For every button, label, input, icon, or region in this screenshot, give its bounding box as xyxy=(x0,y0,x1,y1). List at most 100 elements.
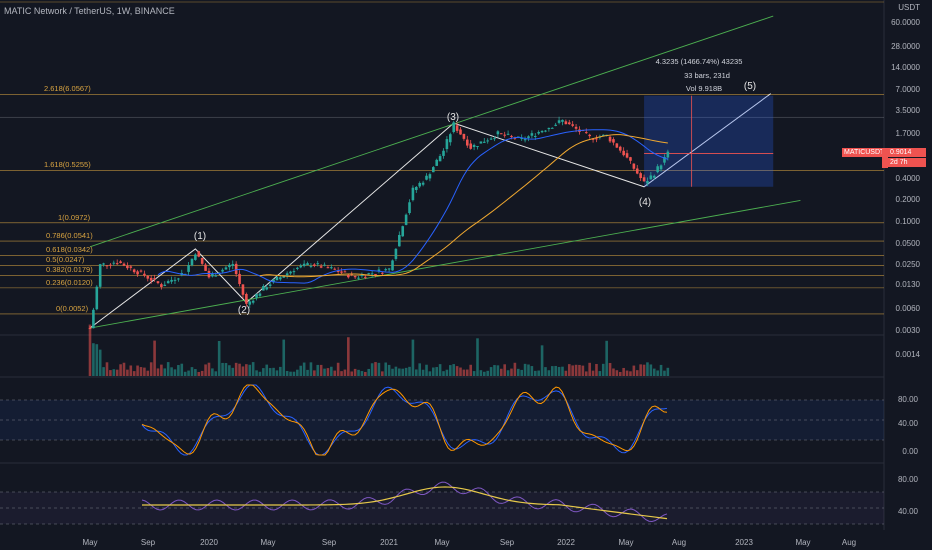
candle-body xyxy=(336,270,340,273)
candle-body xyxy=(132,269,136,273)
candle-body xyxy=(364,276,367,278)
price-axis-label: 0.0500 xyxy=(895,238,920,248)
stoch-d-line xyxy=(141,384,668,456)
candle-body xyxy=(163,284,167,287)
volume-bar xyxy=(309,362,313,376)
candle-body xyxy=(272,279,275,283)
volume-bar xyxy=(418,363,422,376)
candle-body xyxy=(384,269,388,271)
candle-body xyxy=(622,150,625,156)
candle-body xyxy=(632,163,636,169)
volume-bar xyxy=(200,370,204,376)
candle-body xyxy=(374,273,377,275)
volume-bar xyxy=(177,365,180,376)
volume-bar xyxy=(642,364,646,376)
candle-body xyxy=(493,138,496,140)
candle-body xyxy=(173,279,177,281)
volume-bar xyxy=(486,370,489,376)
volume-bar xyxy=(95,344,99,376)
volume-bar xyxy=(449,365,452,376)
candle-body xyxy=(421,182,425,185)
candle-body xyxy=(404,214,408,225)
candle-body xyxy=(537,132,540,134)
channel-lower-line xyxy=(89,199,801,329)
candle-body xyxy=(248,301,252,305)
candle-body xyxy=(550,127,554,129)
volume-bar xyxy=(153,340,156,376)
volume-bar xyxy=(115,369,119,376)
volume-bar xyxy=(160,364,163,376)
volume-bar xyxy=(537,370,540,376)
candle-body xyxy=(292,271,296,273)
volume-bar xyxy=(612,368,615,376)
oscillator-axis-label: 40.00 xyxy=(897,419,918,428)
countdown-tag: 2d 7h xyxy=(888,158,926,167)
candle-body xyxy=(595,138,598,140)
candle-body xyxy=(109,264,112,266)
volume-bar xyxy=(98,349,102,376)
volume-bar xyxy=(533,370,537,376)
volume-bar xyxy=(493,365,496,376)
volume-bar xyxy=(170,367,173,376)
volume-bar xyxy=(652,368,656,376)
volume-bar xyxy=(360,371,364,376)
channel-upper-line xyxy=(89,15,774,248)
volume-bar xyxy=(574,364,578,376)
price-axis-label: 0.4000 xyxy=(895,173,920,183)
candle-body xyxy=(567,122,571,125)
candle-body xyxy=(265,287,269,290)
time-axis-label: Sep xyxy=(321,538,337,547)
candle-body xyxy=(666,151,670,158)
volume-bar xyxy=(268,368,272,376)
volume-bar xyxy=(384,362,388,376)
fib-level-label: 0.618(0.0342) xyxy=(46,245,93,255)
volume-bar xyxy=(92,343,95,376)
candle-body xyxy=(136,271,139,275)
volume-bar xyxy=(598,371,602,376)
candle-body xyxy=(323,264,326,266)
candle-body xyxy=(146,275,150,279)
projection-volume: Vol 9.918B xyxy=(685,84,723,93)
candle-body xyxy=(459,129,462,135)
candle-body xyxy=(241,284,245,295)
candle-body xyxy=(659,165,663,170)
candle-body xyxy=(112,262,116,264)
volume-bar xyxy=(129,365,133,376)
candle-body xyxy=(149,277,153,281)
candles xyxy=(88,116,670,376)
candle-body xyxy=(381,272,384,274)
candle-body xyxy=(102,263,105,265)
fib-level-label: 1.618(0.5255) xyxy=(44,160,91,170)
volume-bar xyxy=(404,367,408,376)
time-axis-label: Sep xyxy=(140,538,156,547)
volume-bar xyxy=(547,370,551,376)
volume-bar xyxy=(466,369,469,376)
symbol-tag[interactable]: MATICUSDT xyxy=(842,148,888,157)
volume-bar xyxy=(571,365,574,376)
candle-body xyxy=(282,276,286,278)
candle-body xyxy=(574,126,578,129)
volume-bar xyxy=(319,364,323,376)
candle-body xyxy=(326,267,330,269)
volume-bar xyxy=(659,364,663,376)
oscillator-axis-label: 80.00 xyxy=(897,395,918,404)
price-axis-label: 0.1000 xyxy=(895,216,920,226)
candle-body xyxy=(513,137,517,139)
candle-body xyxy=(506,133,510,135)
volume-bar xyxy=(292,371,296,376)
price-tag[interactable]: 0.9014 xyxy=(888,148,926,157)
price-axis-label: 0.0250 xyxy=(895,260,920,270)
candle-body xyxy=(160,284,163,287)
volume-bar xyxy=(279,366,282,376)
volume-bar xyxy=(122,362,126,376)
volume-bar xyxy=(302,362,306,376)
fib-level-label: 0.236(0.0120) xyxy=(46,277,93,287)
volume-bar xyxy=(408,366,411,376)
candle-body xyxy=(177,278,180,280)
volume-bar xyxy=(228,365,231,376)
rsi-band xyxy=(0,492,884,524)
fib-level-label: 0.786(0.0541) xyxy=(46,231,93,241)
volume-bar xyxy=(370,363,374,376)
volume-bar xyxy=(143,367,146,376)
